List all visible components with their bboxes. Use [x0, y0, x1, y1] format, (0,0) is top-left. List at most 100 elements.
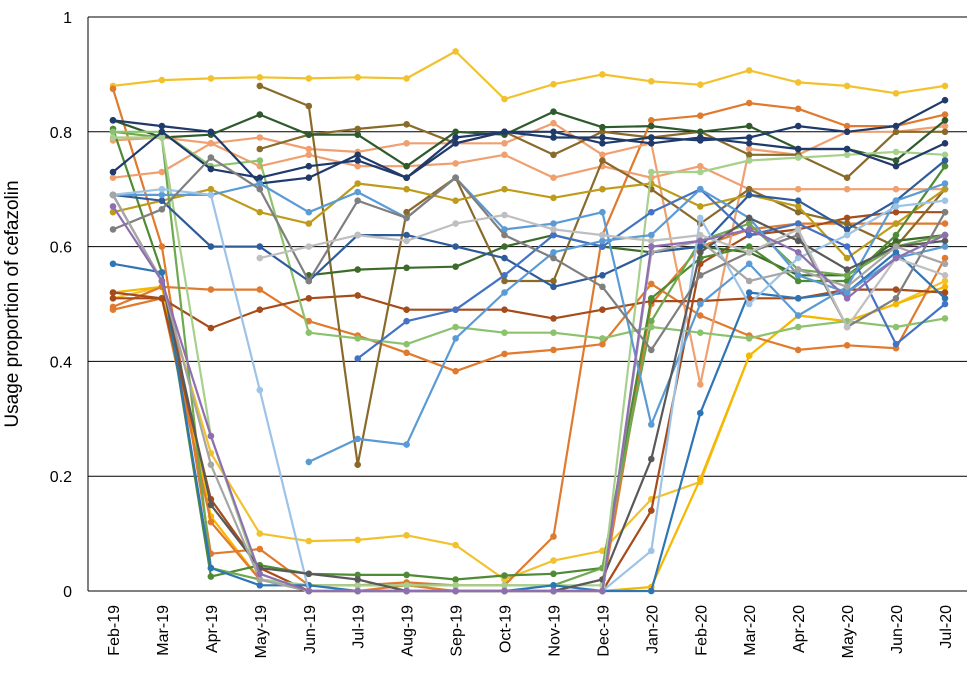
data-point [697, 112, 704, 119]
x-tick-label: Mar-19 [155, 605, 172, 656]
data-point [256, 286, 264, 293]
data-point [843, 342, 851, 349]
data-point [109, 226, 117, 233]
data-point [892, 243, 900, 250]
data-point [403, 317, 410, 325]
data-point [745, 99, 753, 107]
data-point [256, 74, 264, 81]
data-point [697, 214, 704, 222]
data-point [697, 81, 704, 88]
data-point [794, 203, 802, 210]
data-point [305, 458, 313, 466]
data-point [550, 587, 557, 595]
data-point [403, 174, 410, 181]
data-point [648, 134, 655, 141]
data-point [452, 541, 459, 549]
data-point [403, 571, 410, 579]
x-tick-label: May-19 [253, 605, 270, 658]
series-line [112, 251, 946, 593]
data-point [697, 300, 704, 308]
data-point [794, 145, 802, 153]
data-point [599, 340, 606, 348]
data-point [501, 128, 508, 136]
data-point [403, 121, 410, 128]
data-point [892, 340, 900, 348]
data-point [745, 277, 753, 285]
data-point [648, 117, 655, 124]
y-axis-title: Usage proportion of cefazolin [2, 180, 23, 427]
data-point [550, 346, 557, 354]
x-tick-label: Mar-20 [742, 605, 759, 656]
data-point [843, 145, 851, 153]
data-point [697, 243, 704, 250]
data-point [843, 243, 851, 250]
series-line [112, 122, 946, 386]
data-point [207, 286, 215, 293]
data-point [794, 249, 802, 256]
series-line [112, 257, 946, 373]
x-tick-label: Jan-20 [644, 605, 661, 654]
data-point [256, 82, 264, 90]
data-point [648, 208, 655, 216]
series-line [112, 188, 946, 593]
data-point [794, 226, 802, 233]
data-point [256, 185, 264, 193]
data-point [843, 214, 851, 222]
data-point [843, 289, 851, 296]
data-point [941, 300, 949, 308]
data-point [892, 185, 900, 193]
series-5 [109, 254, 949, 375]
data-point [550, 226, 557, 233]
data-point [158, 76, 166, 84]
data-point [452, 323, 459, 331]
data-point [745, 260, 753, 268]
series-line [112, 205, 946, 593]
data-point [207, 564, 215, 572]
data-point [648, 140, 655, 147]
data-point [843, 231, 851, 239]
series-line [113, 136, 946, 587]
data-point [354, 162, 362, 170]
data-point [648, 346, 655, 354]
data-point [648, 455, 655, 463]
data-point [452, 48, 459, 55]
data-point [501, 350, 508, 358]
data-point [941, 220, 949, 227]
y-tick-label: 0.2 [50, 469, 72, 486]
data-point [550, 231, 557, 239]
data-point [256, 570, 264, 578]
data-point [697, 409, 704, 417]
y-tick-label: 0.8 [50, 125, 72, 142]
data-point [794, 295, 802, 302]
data-point [403, 587, 410, 595]
data-point [941, 157, 949, 164]
data-point [501, 95, 508, 103]
series-21 [109, 96, 949, 187]
data-point [599, 283, 606, 291]
data-point [599, 243, 606, 250]
data-point [109, 174, 117, 181]
series-31 [256, 211, 949, 331]
data-point [648, 280, 655, 288]
data-point [599, 185, 606, 193]
data-point [403, 208, 410, 216]
data-point [794, 197, 802, 204]
data-point [697, 137, 704, 144]
data-point [892, 122, 900, 130]
series-26 [109, 174, 949, 428]
data-point [550, 174, 557, 181]
data-point [892, 237, 900, 245]
data-point [794, 105, 802, 113]
data-point [109, 85, 117, 93]
data-point [745, 134, 753, 141]
data-point [843, 220, 851, 227]
data-point [599, 208, 606, 216]
data-point [452, 587, 459, 595]
data-point [354, 582, 362, 589]
data-point [305, 75, 313, 82]
data-point [109, 191, 117, 199]
data-point [941, 272, 949, 279]
data-point [305, 243, 313, 250]
data-point [794, 154, 802, 161]
data-point [305, 277, 313, 285]
